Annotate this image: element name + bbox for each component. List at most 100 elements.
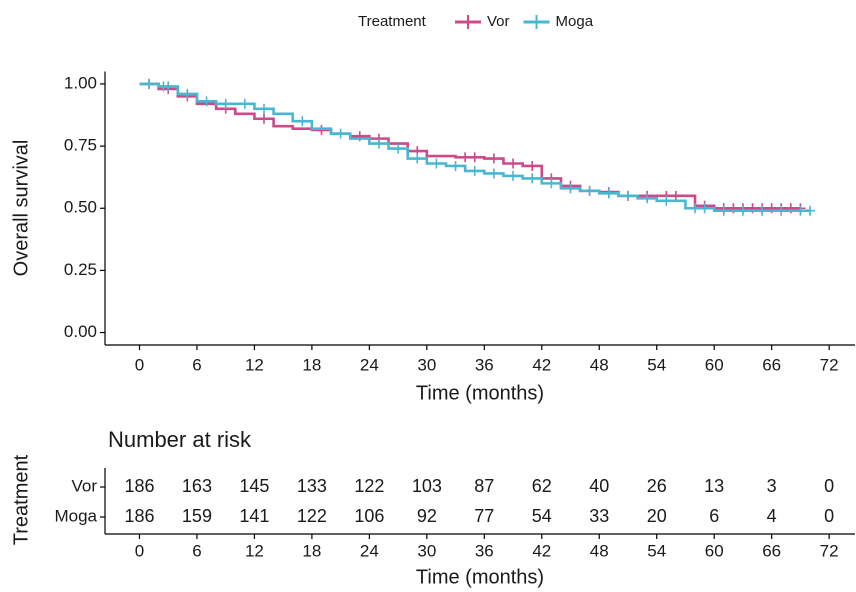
censor-mark [661,195,672,206]
risk-count: 6 [709,506,719,526]
censor-mark [488,168,499,179]
censor-mark [546,178,557,189]
censor-mark [718,205,729,216]
risk-count: 77 [474,506,494,526]
risk-count: 26 [647,476,667,496]
risk-count: 33 [589,506,609,526]
x-tick-label: 60 [705,355,724,374]
risk-count: 186 [124,506,154,526]
x-axis-title: Time (months) [416,566,544,588]
censor-mark [220,98,231,109]
censor-mark [469,165,480,176]
censor-mark [469,152,480,163]
censor-mark [182,88,193,99]
survival-curve [139,82,810,213]
censor-mark [297,116,308,127]
censor-mark [431,158,442,169]
risk-count: 141 [239,506,269,526]
risk-count: 3 [767,476,777,496]
risk-count: 163 [182,476,212,496]
censor-mark [335,128,346,139]
x-tick-label: 12 [245,541,264,560]
risk-count: 13 [704,476,724,496]
censor-mark [259,113,270,124]
censor-mark [757,205,768,216]
censor-mark [508,158,519,169]
risk-count: 62 [532,476,552,496]
x-tick-label: 54 [647,541,666,560]
risk-count: 122 [297,506,327,526]
censor-mark [412,153,423,164]
risk-count: 40 [589,476,609,496]
censor-mark [460,152,471,163]
censor-mark [393,143,404,154]
risk-count: 106 [354,506,384,526]
y-tick-label: 0.00 [64,322,97,341]
row-label: Vor [71,476,97,495]
censor-mark [737,205,748,216]
censor-mark [527,173,538,184]
x-tick-label: 48 [590,541,609,560]
risk-count: 0 [824,506,834,526]
censor-mark [642,193,653,204]
x-tick-label: 0 [135,355,144,374]
y-tick-label: 1.00 [64,73,97,92]
censor-mark [527,160,538,171]
x-tick-label: 72 [820,541,839,560]
x-tick-label: 6 [192,355,201,374]
x-tick-label: 66 [762,541,781,560]
x-tick-label: 60 [705,541,724,560]
risk-count: 122 [354,476,384,496]
x-tick-label: 0 [135,541,144,560]
risk-count: 186 [124,476,154,496]
x-tick-label: 24 [360,355,379,374]
risk-count: 159 [182,506,212,526]
censor-mark [690,203,701,214]
x-tick-label: 36 [475,355,494,374]
x-tick-label: 18 [302,355,321,374]
y-tick-label: 0.75 [64,136,97,155]
censor-mark [144,78,155,89]
censor-mark [670,190,681,201]
censor-mark [488,153,499,164]
risk-count: 103 [412,476,442,496]
x-tick-label: 18 [302,541,321,560]
x-tick-label: 30 [417,355,436,374]
risk-count: 4 [767,506,777,526]
censor-mark [584,185,595,196]
censor-mark [201,96,212,107]
x-tick-label: 48 [590,355,609,374]
censor-mark [776,205,787,216]
y-tick-label: 0.50 [64,198,97,217]
x-tick-label: 36 [475,541,494,560]
risk-count: 87 [474,476,494,496]
x-tick-label: 24 [360,541,379,560]
censor-mark [508,170,519,181]
censor-mark [450,160,461,171]
risk-count: 54 [532,506,552,526]
censor-mark [373,138,384,149]
censor-mark [239,98,250,109]
x-tick-label: 6 [192,541,201,560]
risk-count: 20 [647,506,667,526]
legend-label: Vor [487,13,510,30]
y-axis-title: Overall survival [10,140,32,277]
censor-mark [565,183,576,194]
censor-mark [603,188,614,199]
legend-label: Moga [556,13,594,30]
x-axis-title: Time (months) [416,382,544,404]
censor-mark [622,190,633,201]
censor-mark [699,203,710,214]
y-axis-title: Treatment [10,454,32,545]
x-tick-label: 66 [762,355,781,374]
risk-count: 0 [824,476,834,496]
x-tick-label: 72 [820,355,839,374]
x-tick-label: 42 [532,541,551,560]
x-tick-label: 12 [245,355,264,374]
legend-title: Treatment [358,13,427,30]
risk-count: 92 [417,506,437,526]
x-tick-label: 30 [417,541,436,560]
risk-count: 133 [297,476,327,496]
table-title: Number at risk [108,427,252,452]
